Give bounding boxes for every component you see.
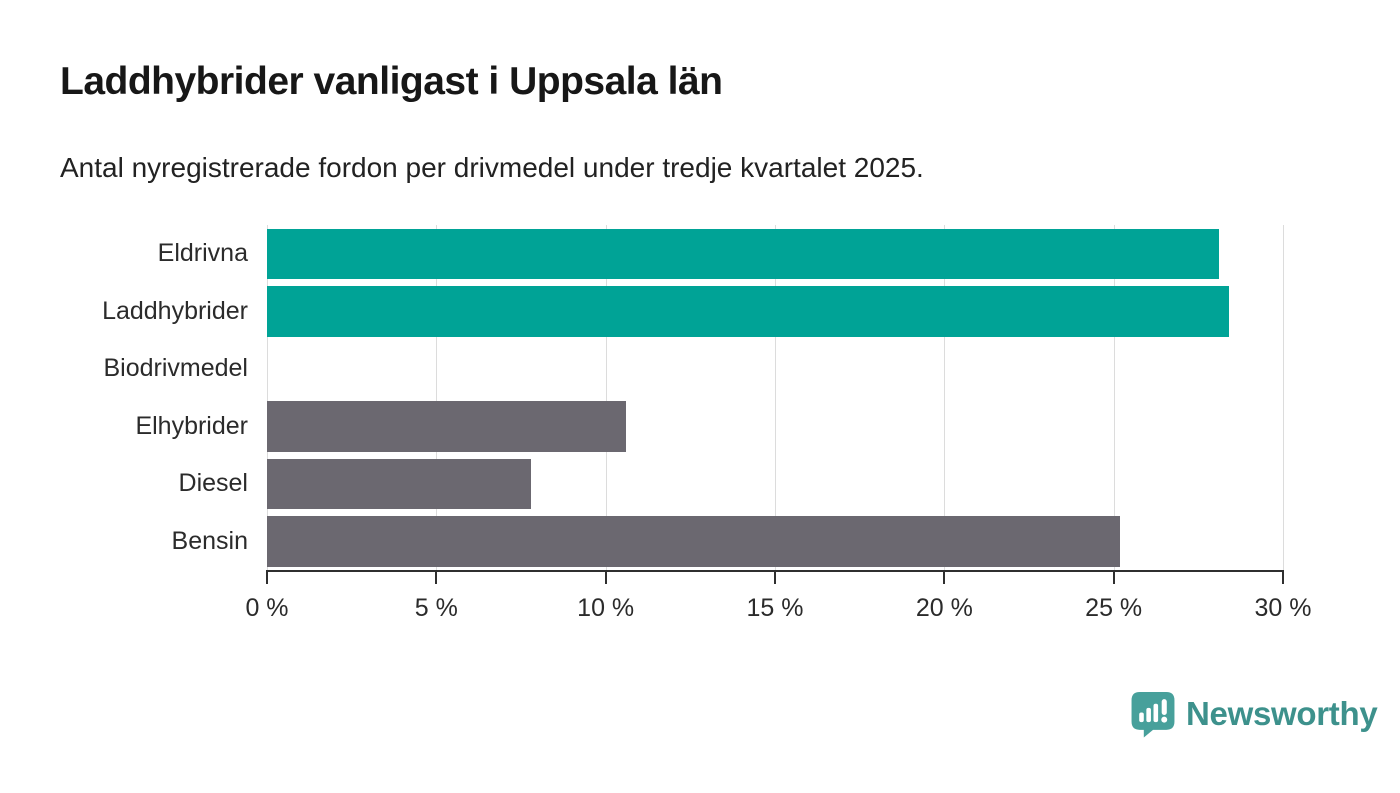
x-tick-mark <box>1112 572 1115 584</box>
gridline <box>436 225 438 570</box>
x-tick-label: 30 % <box>1254 594 1312 622</box>
x-tick-label: 15 % <box>746 594 804 622</box>
gridline <box>944 225 946 570</box>
bar <box>267 228 1219 279</box>
gridline <box>1283 225 1284 570</box>
bar-chart: Eldrivna Laddhybrider Biodrivmedel Elhybrid… <box>0 225 1400 645</box>
category-label: Elhybrider <box>135 411 248 440</box>
category-label: Laddhybrider <box>102 296 248 325</box>
x-axis-line <box>266 570 1284 572</box>
gridline <box>267 225 268 570</box>
category-labels: Eldrivna Laddhybrider Biodrivmedel Elhybrid… <box>0 225 248 570</box>
category-label: Eldrivna <box>157 239 248 267</box>
newsworthy-icon <box>1131 691 1175 737</box>
gridline <box>1113 225 1115 570</box>
bar <box>267 458 532 509</box>
x-tick-label: 20 % <box>915 594 973 622</box>
x-tick-mark <box>943 572 946 584</box>
x-tick-mark <box>266 572 268 584</box>
gridline <box>605 225 607 570</box>
x-tick-label: 10 % <box>577 594 635 622</box>
x-tick-mark <box>604 572 607 584</box>
newsworthy-logo: Newsworthy <box>1130 690 1378 738</box>
x-axis-ticks: 0 % 5 % 10 % 15 % 20 % 25 % 30 % <box>245 572 1311 632</box>
gridline <box>775 225 776 570</box>
bar <box>267 286 1229 337</box>
x-tick-label: 25 % <box>1085 594 1143 622</box>
newsworthy-wordmark: Newsworthy <box>1186 695 1378 732</box>
x-tick-mark <box>1282 572 1284 584</box>
x-tick-label: 5 % <box>414 594 458 622</box>
x-tick-mark <box>435 572 438 584</box>
x-tick-mark <box>774 572 776 584</box>
bar <box>267 401 626 452</box>
plot-area <box>267 225 1284 570</box>
category-label: Diesel <box>178 469 248 497</box>
category-label: Biodrivmedel <box>103 354 248 382</box>
chart-subtitle: Antal nyregistrerade fordon per drivmede… <box>60 152 924 183</box>
x-tick-label: 0 % <box>245 594 289 622</box>
bar <box>267 516 1121 567</box>
chart-title: Laddhybrider vanligast i Uppsala län <box>60 60 723 103</box>
category-label: Bensin <box>171 526 248 555</box>
